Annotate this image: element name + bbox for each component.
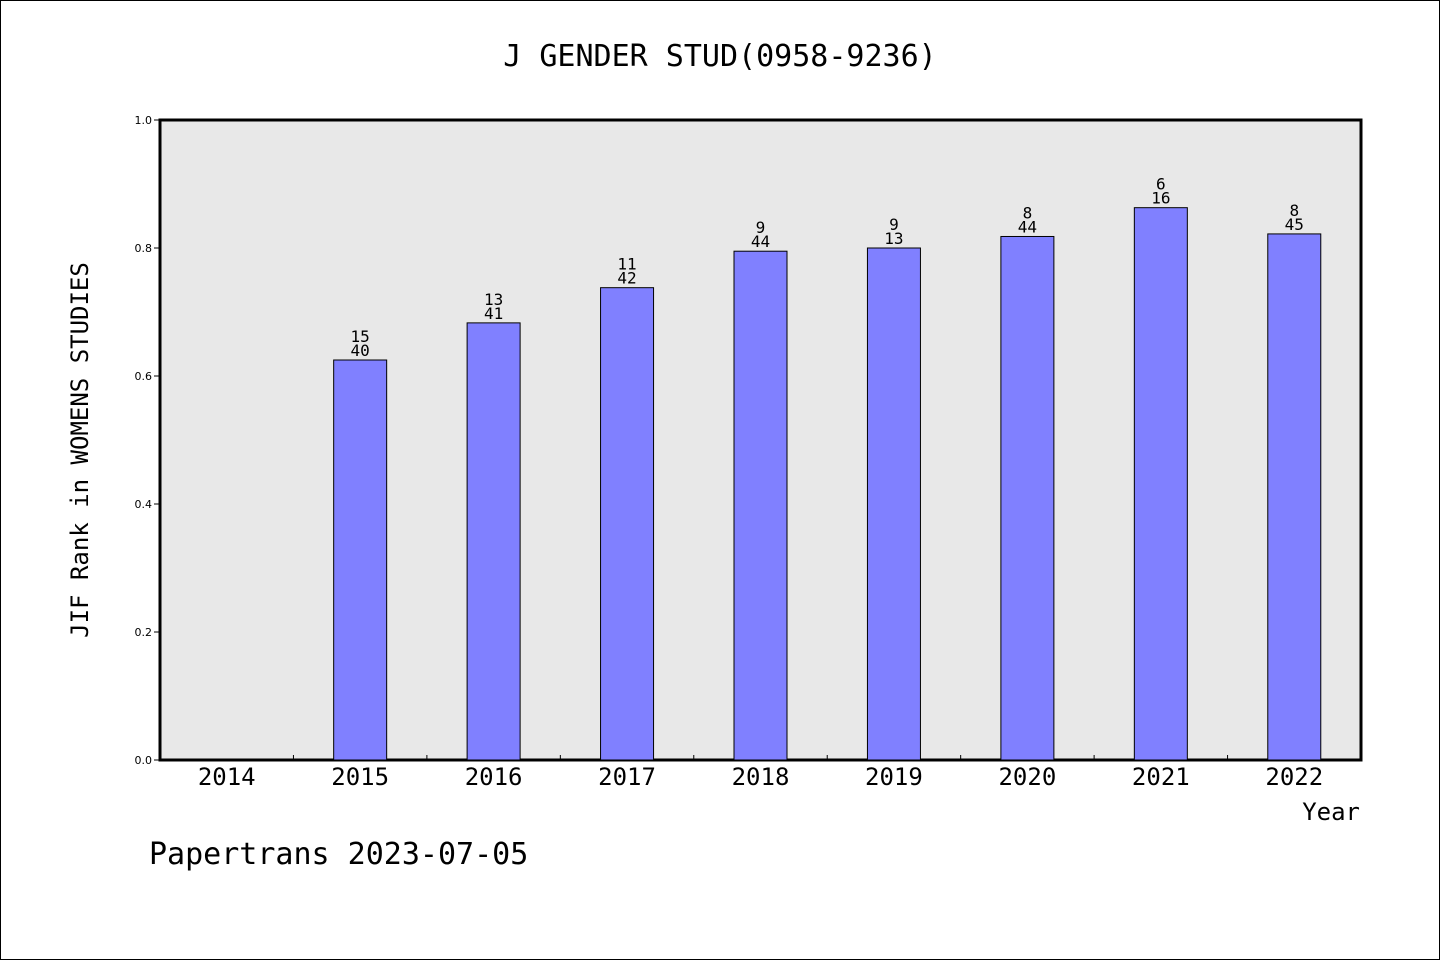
x-tick-label: 2016 [465,763,523,791]
y-tick-label: 0.8 [135,242,153,255]
x-axis-label: Year [1302,798,1360,826]
bar-rank-label: 11 [617,255,636,274]
bar-total-label: 13 [884,229,903,248]
x-tick-label: 2018 [732,763,790,791]
bar-rank-label: 15 [351,327,370,346]
y-tick-label: 0.4 [135,498,153,511]
bar [1267,233,1322,761]
x-tick-label: 2015 [331,763,389,791]
x-tick-label: 2017 [598,763,656,791]
y-axis: 0.0 0.2 0.4 0.6 0.8 1.0 [135,114,160,767]
bar [333,359,388,761]
x-tick-label: 2021 [1132,763,1190,791]
bar-total-label: 41 [484,304,503,323]
bar [733,250,788,761]
bar-total-label: 45 [1285,215,1304,234]
bar-total-label: 44 [751,232,770,251]
y-tick-label: 0.6 [135,370,153,383]
bar [1133,207,1188,761]
bar [866,247,921,761]
bar-rank-label: 13 [484,290,503,309]
bar [466,322,521,761]
bar-rank-label: 6 [1156,175,1166,194]
bar-total-label: 44 [1018,217,1037,236]
bar-series [333,207,1322,761]
bar-rank-label: 8 [1289,201,1299,220]
x-tick-label: 2020 [998,763,1056,791]
watermark: Papertrans 2023-07-05 [149,837,528,872]
bar-total-label: 40 [351,341,370,360]
x-axis: 2014 2015 2016 2017 2018 2019 2020 2021 2022 [198,755,1323,791]
x-tick-label: 2014 [198,763,256,791]
bar-total-label: 16 [1151,189,1170,208]
chart-title: J GENDER STUD(0958-9236) [503,39,936,74]
x-tick-label: 2019 [865,763,923,791]
y-tick-label: 0.0 [135,754,153,767]
y-tick-label: 0.2 [135,626,153,639]
y-axis-label: JIF Rank in WOMENS STUDIES [66,262,94,638]
bar [1000,235,1055,761]
y-tick-label: 1.0 [135,114,153,127]
bar-rank-label: 9 [889,215,899,234]
x-tick-label: 2022 [1265,763,1323,791]
bar-rank-label: 8 [1023,203,1033,222]
bar-total-label: 42 [617,269,636,288]
bar-rank-label: 9 [756,218,766,237]
bar [600,287,655,761]
